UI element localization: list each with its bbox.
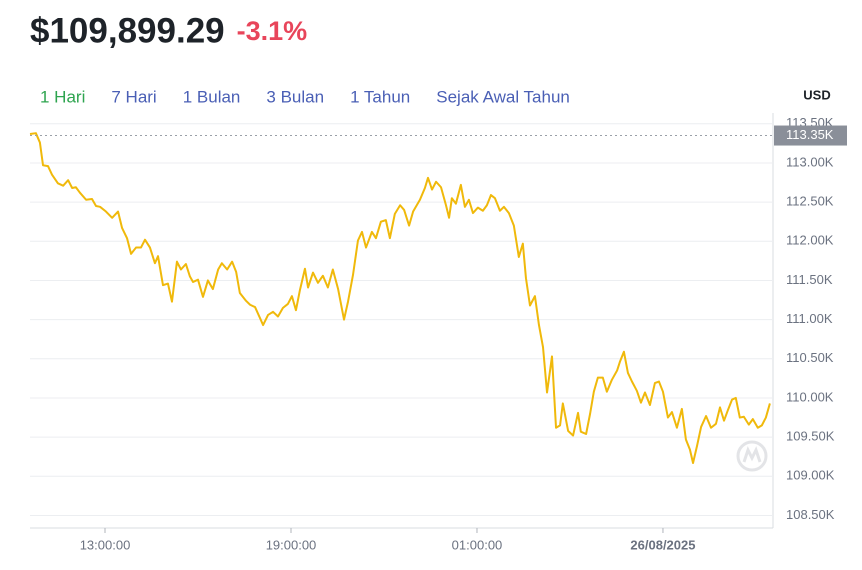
watermark (736, 440, 768, 472)
y-tick-label: 110.50K (786, 350, 834, 365)
x-tick-label: 26/08/2025 (630, 537, 695, 552)
range-tab[interactable]: 1 Tahun (350, 87, 410, 106)
y-tick-label: 108.50K (786, 507, 835, 522)
x-tick-label: 19:00:00 (266, 537, 317, 552)
y-tick-label: 113.00K (786, 154, 834, 169)
y-tick-label: 109.50K (786, 429, 835, 444)
price-change: -3.1% (237, 16, 308, 46)
price-line (29, 132, 771, 464)
x-tick-label: 01:00:00 (452, 537, 503, 552)
range-tab[interactable]: 1 Bulan (183, 87, 241, 106)
plot: 113.50K113.00K112.50K112.00K111.50K111.0… (29, 113, 847, 552)
range-tab[interactable]: 1 Hari (40, 87, 85, 106)
y-tick-label: 112.00K (786, 233, 834, 248)
range-tab[interactable]: 3 Bulan (266, 87, 324, 106)
currency-label: USD (803, 87, 830, 102)
y-tick-label: 111.50K (786, 272, 833, 287)
price: $109,899.29 (30, 11, 225, 50)
y-tick-label: 112.50K (786, 194, 834, 209)
price-marker-box (774, 125, 847, 146)
range-tabs: 1 Hari 7 Hari 1 Bulan 3 Bulan 1 Tahun Sejak A… (40, 87, 570, 106)
y-tick-label: 110.00K (786, 389, 834, 404)
y-tick-label: 111.00K (786, 311, 833, 326)
y-tick-label: 109.00K (786, 468, 835, 483)
range-tab[interactable]: Sejak Awal Tahun (436, 87, 570, 106)
range-tab[interactable]: 7 Hari (111, 87, 156, 106)
x-tick-label: 13:00:00 (80, 537, 131, 552)
price-marker-label: 113.35K (786, 127, 834, 142)
